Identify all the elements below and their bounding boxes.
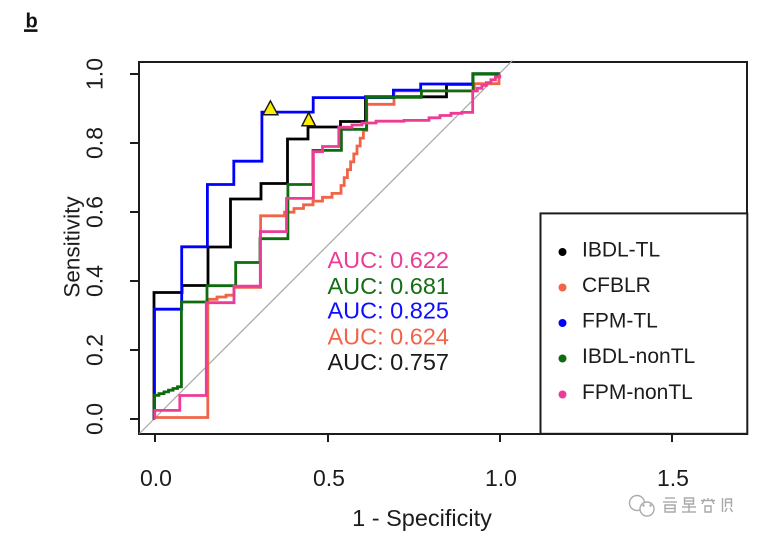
svg-text:b: b bbox=[26, 11, 38, 33]
svg-text:1.0: 1.0 bbox=[485, 465, 517, 491]
svg-text:0.2: 0.2 bbox=[82, 334, 108, 366]
svg-text:FPM-nonTL: FPM-nonTL bbox=[582, 381, 693, 404]
svg-text:1.0: 1.0 bbox=[82, 58, 108, 90]
svg-text:0.0: 0.0 bbox=[82, 403, 108, 435]
svg-text:IBDL-nonTL: IBDL-nonTL bbox=[582, 345, 695, 368]
svg-text:AUC: 0.681: AUC: 0.681 bbox=[328, 273, 449, 299]
svg-text:AUC: 0.757: AUC: 0.757 bbox=[328, 349, 449, 375]
svg-text:0.4: 0.4 bbox=[82, 265, 108, 297]
svg-text:CFBLR: CFBLR bbox=[582, 274, 651, 297]
svg-text:IBDL-TL: IBDL-TL bbox=[582, 239, 660, 262]
svg-text:FPM-TL: FPM-TL bbox=[582, 310, 658, 333]
svg-text:Sensitivity: Sensitivity bbox=[60, 196, 85, 298]
svg-text:0.0: 0.0 bbox=[140, 465, 172, 491]
svg-text:0.5: 0.5 bbox=[313, 465, 345, 491]
svg-text:1.5: 1.5 bbox=[657, 465, 689, 491]
svg-text:AUC: 0.624: AUC: 0.624 bbox=[328, 324, 449, 350]
svg-text:AUC: 0.622: AUC: 0.622 bbox=[328, 247, 449, 273]
svg-text:1 - Specificity: 1 - Specificity bbox=[352, 505, 492, 531]
svg-text:0.6: 0.6 bbox=[82, 196, 108, 228]
svg-text:AUC: 0.825: AUC: 0.825 bbox=[328, 298, 449, 324]
svg-text:0.8: 0.8 bbox=[82, 127, 108, 159]
